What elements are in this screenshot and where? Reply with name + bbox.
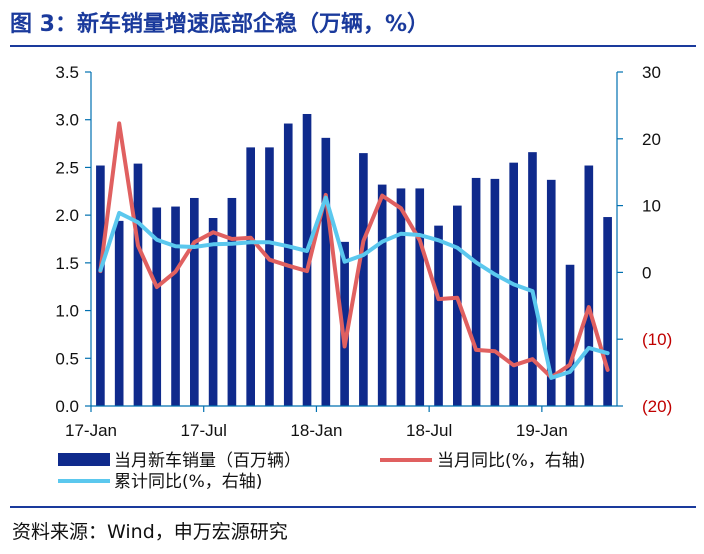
right-axis-tick-label: 20 xyxy=(642,130,661,149)
x-axis-tick-label: 19-Jan xyxy=(516,421,568,440)
right-axis-tick-label: (10) xyxy=(642,330,672,349)
title-underline xyxy=(10,45,696,47)
bar-18-Sep xyxy=(471,177,481,406)
bar-17-Apr xyxy=(152,207,162,406)
left-axis-tick-label: 3.5 xyxy=(55,63,79,82)
line-series xyxy=(98,121,610,380)
bar-17-Oct xyxy=(265,147,274,407)
chart: 0.0 0.5 1.0 1.5 2.0 2.5 3.0 3.5 (20) (10) 0 10 20 30… xyxy=(55,63,672,492)
bar-18-Aug xyxy=(453,205,462,406)
bar-18-May xyxy=(396,188,406,406)
bar-19-Feb xyxy=(565,264,575,406)
bar-17-Jan xyxy=(96,165,105,406)
bar-19-Apr xyxy=(603,217,612,406)
left-axis-tick-label: 1.5 xyxy=(55,254,79,273)
bar-18-Jul xyxy=(434,225,443,406)
legend-cumulative-yoy-label: 累计同比(%，右轴) xyxy=(114,472,262,492)
left-axis-tick-label: 1.0 xyxy=(55,302,79,321)
x-axis-tick-label: 18-Jan xyxy=(290,421,342,440)
left-axis-tick-label: 0.0 xyxy=(55,397,79,416)
bar-17-Jul xyxy=(208,218,218,406)
bar-17-Aug xyxy=(227,197,237,406)
bar-18-Jun xyxy=(415,188,425,406)
right-axis-tick-label: 30 xyxy=(642,63,661,82)
legend-bar-label: 当月新车销量（百万辆） xyxy=(114,451,301,471)
right-y-axis: (20) (10) 0 10 20 30 xyxy=(616,63,672,416)
x-axis-tick-label: 18-Jul xyxy=(406,421,452,440)
bar-19-Jan xyxy=(546,179,556,406)
left-axis-tick-label: 3.0 xyxy=(55,111,79,130)
legend-monthly-yoy-label: 当月同比(%，右轴) xyxy=(437,451,585,471)
legend-bar-swatch xyxy=(58,453,110,466)
left-y-axis: 0.0 0.5 1.0 1.5 2.0 2.5 3.0 3.5 xyxy=(55,63,92,416)
source-note: 资料来源：Wind，申万宏源研究 xyxy=(12,521,288,543)
right-axis-tick-label: 10 xyxy=(642,197,661,216)
left-axis-tick-label: 2.5 xyxy=(55,158,79,177)
source-rule xyxy=(10,506,696,508)
x-axis: 17-Jan 17-Jul 18-Jan 18-Jul 19-Jan xyxy=(65,405,617,440)
bar-18-Dec xyxy=(528,152,537,406)
figure-title: 图 3：新车销量增速底部企稳（万辆，%） xyxy=(10,12,430,37)
bar-17-Jun xyxy=(190,197,199,406)
cumulative-yoy-line xyxy=(98,195,610,380)
bar-17-May xyxy=(171,206,180,406)
monthly-yoy-line xyxy=(98,121,610,380)
bar-19-Mar xyxy=(584,165,594,406)
right-axis-tick-label: 0 xyxy=(642,263,651,282)
x-axis-tick-label: 17-Jul xyxy=(181,421,227,440)
bar-17-Mar xyxy=(133,163,143,406)
x-axis-tick-label: 17-Jan xyxy=(65,421,117,440)
right-axis-tick-label: (20) xyxy=(642,397,672,416)
bar-18-Jan xyxy=(321,137,331,407)
bar-18-Oct xyxy=(490,178,500,406)
left-axis-tick-label: 2.0 xyxy=(55,206,79,225)
legend: 当月新车销量（百万辆） 当月同比(%，右轴) 累计同比(%，右轴) xyxy=(58,451,585,492)
bar-17-Feb xyxy=(114,220,124,406)
bar-18-Mar xyxy=(359,153,368,406)
bar-18-Apr xyxy=(377,184,387,406)
bar-17-Dec xyxy=(302,113,312,406)
bar-18-Feb xyxy=(340,241,349,406)
left-axis-tick-label: 0.5 xyxy=(55,349,79,368)
bar-17-Sep xyxy=(246,147,255,407)
